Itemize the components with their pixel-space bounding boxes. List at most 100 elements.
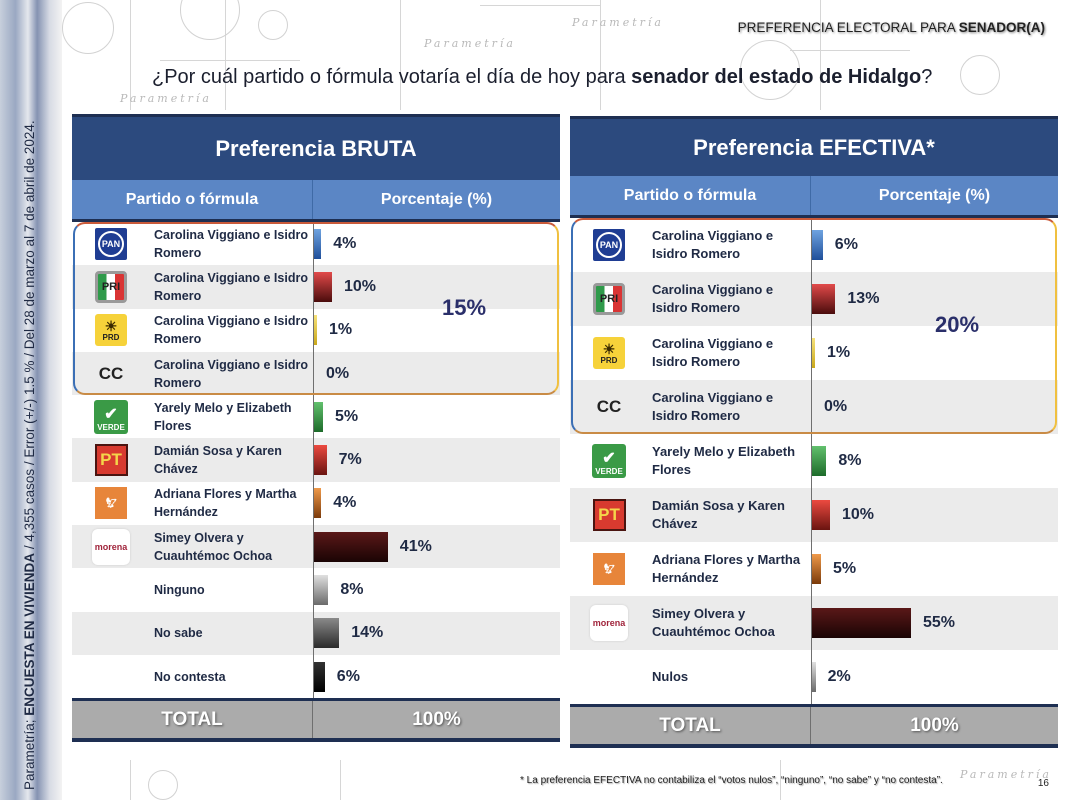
table-row: ☀ PRD Carolina Viggiano e Isidro Romero 1% — [72, 308, 560, 352]
percentage-cell: 14% — [313, 611, 560, 655]
candidate-name: No sabe — [154, 626, 203, 641]
table-row: CC Carolina Viggiano e Isidro Romero 0% — [570, 380, 1058, 434]
percentage-label: 1% — [329, 321, 353, 339]
table-row: No sabe 14% — [72, 611, 560, 655]
table-row: No contesta 6% — [72, 654, 560, 699]
party-logo-cell — [72, 568, 150, 611]
candidate-name: Adriana Flores y Martha Hernández — [154, 487, 297, 520]
percentage-bar — [314, 661, 325, 692]
survey-question: ¿Por cuál partido o fórmula votaría el d… — [152, 66, 933, 88]
table-row: PRI Carolina Viggiano e Isidro Romero 13% — [570, 272, 1058, 326]
percentage-label: 55% — [923, 614, 956, 631]
percentage-bar — [314, 531, 388, 562]
panel-bruta: Preferencia BRUTA Partido o fórmula Porc… — [72, 114, 560, 754]
percentage-label: 8% — [340, 581, 364, 599]
total-row: TOTAL 100% — [570, 704, 1058, 748]
party-logo-cell: morena — [72, 525, 150, 568]
party-logo-cell — [72, 655, 150, 698]
table-row: PT Damián Sosa y Karen Chávez 7% — [72, 438, 560, 482]
percentage-label: 4% — [333, 234, 357, 252]
percentage-cell: 1% — [811, 326, 1058, 380]
table-row: PAN Carolina Viggiano e Isidro Romero 4% — [72, 222, 560, 266]
percentage-label: 14% — [351, 624, 384, 642]
percentage-bar — [314, 271, 332, 302]
percentage-cell: 10% — [313, 265, 560, 309]
table-row: PT Damián Sosa y Karen Chávez 10% — [570, 488, 1058, 542]
candidate-name: Carolina Viggiano e Isidro Romero — [652, 390, 774, 423]
table-row: PRI Carolina Viggiano e Isidro Romero 10% — [72, 265, 560, 309]
percentage-label: 5% — [335, 407, 359, 425]
table-row: 🦅︎ Adriana Flores y Martha Hernández 5% — [570, 542, 1058, 596]
percentage-cell: 4% — [313, 481, 560, 526]
party-logo-cell: morena — [570, 596, 648, 650]
percentage-bar — [812, 554, 821, 584]
section-label: PREFERENCIA ELECTORAL PARA SENADOR(A) — [737, 20, 1045, 35]
percentage-bar — [812, 662, 816, 692]
party-logo-cell — [72, 612, 150, 655]
party-logo-cell: PAN — [570, 218, 648, 272]
party-logo-cell — [570, 650, 648, 704]
coalition-total-label: 20% — [935, 312, 980, 337]
prd-logo-icon: ☀ PRD — [95, 314, 127, 347]
table-row: ✔ VERDE Yarely Melo y Elizabeth Flores 5% — [72, 395, 560, 439]
coalition-total-label: 15% — [442, 294, 487, 320]
candidate-name: No contesta — [154, 669, 226, 684]
percentage-label: 6% — [336, 667, 360, 685]
party-logo-cell: 🦅︎ — [570, 542, 648, 596]
pri-logo-icon: PRI — [593, 283, 625, 315]
percentage-label: 1% — [827, 344, 851, 361]
candidate-name: Simey Olvera y Cuauhtémoc Ochoa — [652, 606, 775, 639]
candidate-name: Ninguno — [154, 583, 205, 598]
percentage-cell: 5% — [313, 395, 560, 439]
panel-title: Preferencia EFECTIVA* — [570, 116, 1058, 176]
party-logo-cell: CC — [570, 380, 648, 434]
table-row: CC Carolina Viggiano e Isidro Romero 0% — [72, 351, 560, 396]
percentage-bar — [812, 338, 815, 368]
rows-bruta: PAN Carolina Viggiano e Isidro Romero 4% PR… — [72, 222, 560, 699]
percentage-cell: 8% — [313, 568, 560, 612]
party-logo-cell: CC — [72, 352, 150, 395]
col-pct-header: Porcentaje (%) — [878, 186, 991, 204]
mc-logo-icon: 🦅︎ — [95, 487, 127, 520]
percentage-bar — [314, 445, 327, 476]
prd-logo-icon: ☀ PRD — [593, 337, 625, 369]
party-logo-cell: ☀ PRD — [72, 309, 150, 352]
party-logo-cell: ✔ VERDE — [570, 434, 648, 488]
candidate-name: Damián Sosa y Karen Chávez — [652, 498, 785, 531]
total-label: TOTAL — [72, 701, 313, 739]
candidate-name: Carolina Viggiano e Isidro Romero — [154, 270, 308, 303]
table-row: morena Simey Olvera y Cuauhtémoc Ochoa 55% — [570, 596, 1058, 650]
candidate-name: Yarely Melo y Elizabeth Flores — [652, 444, 796, 477]
table-row: PAN Carolina Viggiano e Isidro Romero 6% — [570, 218, 1058, 272]
percentage-cell: 2% — [811, 650, 1058, 704]
morena-logo-icon: morena — [590, 605, 628, 641]
total-value: 100% — [910, 714, 959, 736]
percentage-label: 8% — [838, 452, 862, 469]
cc-logo-icon: CC — [596, 397, 622, 416]
panel-efectiva: Preferencia EFECTIVA* Partido o fórmula … — [570, 116, 1058, 754]
percentage-bar — [812, 230, 823, 260]
party-logo-cell: PRI — [72, 265, 150, 308]
table-row: ✔ VERDE Yarely Melo y Elizabeth Flores 8% — [570, 434, 1058, 488]
candidate-name: Damián Sosa y Karen Chávez — [154, 444, 282, 477]
pan-logo-icon: PAN — [95, 227, 127, 260]
percentage-cell: 4% — [313, 222, 560, 266]
col-party-header: Partido o fórmula — [72, 180, 313, 219]
rows-efectiva: PAN Carolina Viggiano e Isidro Romero 6% PR… — [570, 218, 1058, 704]
panel-title: Preferencia BRUTA — [72, 114, 560, 180]
table-row: 🦅︎ Adriana Flores y Martha Hernández 4% — [72, 481, 560, 526]
percentage-cell: 0% — [811, 380, 1058, 434]
percentage-bar — [314, 401, 323, 432]
table-row: Ninguno 8% — [72, 568, 560, 612]
candidate-name: Carolina Viggiano e Isidro Romero — [154, 227, 308, 260]
total-row: TOTAL 100% — [72, 698, 560, 743]
watermark: Parametría — [572, 16, 664, 29]
percentage-label: 4% — [333, 494, 357, 512]
percentage-label: 6% — [834, 236, 858, 253]
watermark: Parametría — [120, 92, 212, 105]
morena-logo-icon: morena — [92, 528, 130, 565]
sidebar-decoration: Parametría; ENCUESTA EN VIVIENDA / 4,355… — [0, 0, 62, 800]
table-row: morena Simey Olvera y Cuauhtémoc Ochoa 41% — [72, 525, 560, 569]
percentage-bar — [812, 500, 830, 530]
pan-logo-icon: PAN — [593, 229, 625, 261]
